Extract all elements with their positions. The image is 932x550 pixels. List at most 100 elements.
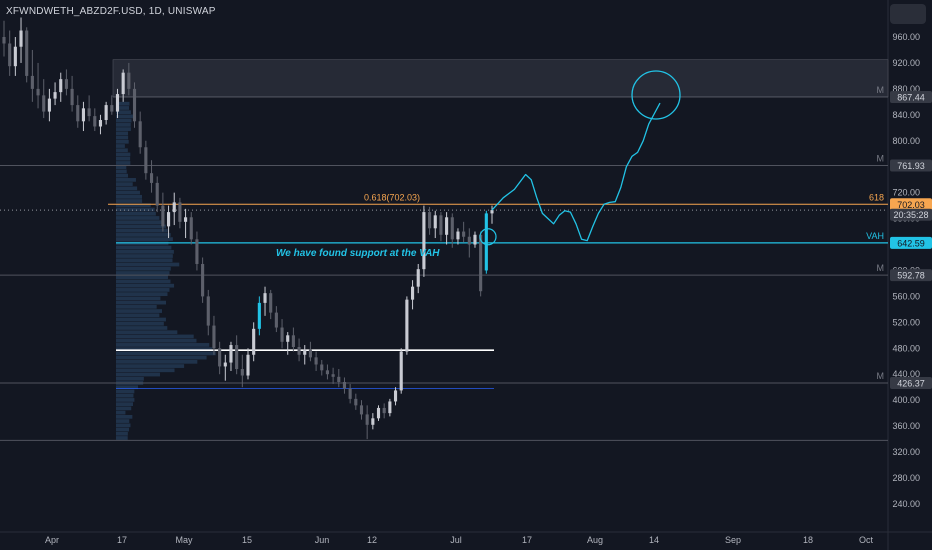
candle-body <box>332 374 335 377</box>
candle-body <box>280 328 283 342</box>
profile-bar <box>116 407 131 411</box>
profile-bar <box>116 115 133 119</box>
profile-bar <box>116 402 133 406</box>
profile-bar <box>116 436 128 440</box>
profile-bar <box>116 343 209 347</box>
candle-body <box>241 369 244 375</box>
price-tag-label: 761.93 <box>897 161 925 171</box>
profile-bar <box>116 258 173 262</box>
profile-bar <box>116 280 170 284</box>
candle-body <box>246 355 249 376</box>
profile-bar <box>116 157 130 161</box>
profile-bar <box>116 225 166 229</box>
candle-body <box>490 210 493 213</box>
vah-annotation: We have found support at the VAH <box>276 248 440 259</box>
x-tick-label: Oct <box>859 535 874 545</box>
profile-bar <box>116 309 162 313</box>
profile-bar <box>116 432 128 436</box>
level-label: M <box>877 153 885 163</box>
candle-body <box>343 382 346 388</box>
candle-body <box>422 212 425 269</box>
candle-body <box>354 399 357 405</box>
profile-bar <box>116 305 157 309</box>
profile-bar <box>116 271 170 275</box>
profile-bar <box>116 301 166 305</box>
candle-body <box>411 287 414 300</box>
candle-body <box>65 79 68 89</box>
profile-bar <box>116 423 130 427</box>
candle-body <box>462 232 465 237</box>
profile-bar <box>116 352 216 356</box>
candle-body <box>14 47 17 66</box>
candle-body <box>326 370 329 374</box>
candle-body <box>417 269 420 287</box>
candle-body <box>19 31 22 47</box>
y-tick-label: 480.00 <box>892 343 920 353</box>
candle-body <box>178 202 181 221</box>
candle-body <box>235 345 238 369</box>
profile-bar <box>116 377 144 381</box>
profile-bar <box>116 292 167 296</box>
candle-body <box>337 377 340 382</box>
profile-bar <box>116 368 175 372</box>
profile-bar <box>116 170 127 174</box>
candle-body <box>405 300 408 352</box>
y-tick-label: 280.00 <box>892 473 920 483</box>
profile-bar <box>116 119 132 123</box>
profile-bar <box>116 191 140 195</box>
candle-body <box>82 108 85 121</box>
profile-bar <box>116 284 174 288</box>
candle-body <box>371 418 374 424</box>
profile-bar <box>116 212 156 216</box>
profile-bar <box>116 148 128 152</box>
symbol-title[interactable]: XFWNDWETH_ABZD2F.USD, 1D, UNISWAP <box>6 6 216 17</box>
price-tag-label: 867.44 <box>897 93 925 103</box>
profile-bar <box>116 364 184 368</box>
profile-bar <box>116 360 197 364</box>
profile-bar <box>116 195 142 199</box>
candle-body <box>167 212 170 226</box>
candle-body <box>144 147 147 173</box>
price-tag-label: 20:35:28 <box>893 210 928 220</box>
y-tick-label: 920.00 <box>892 58 920 68</box>
profile-bar <box>116 246 171 250</box>
supply-zone <box>113 60 888 97</box>
level-label: VAH <box>866 231 884 241</box>
candle-body <box>303 350 306 355</box>
profile-bar <box>116 144 125 148</box>
fib-label: 0.618(702.03) <box>364 192 420 202</box>
candle-body <box>434 215 437 228</box>
candle-body <box>349 388 352 398</box>
candle-body <box>59 79 62 92</box>
x-tick-label: 17 <box>117 535 127 545</box>
y-tick-label: 720.00 <box>892 188 920 198</box>
candle-body <box>48 99 51 112</box>
level-label: M <box>877 263 885 273</box>
x-tick-label: Jun <box>315 535 330 545</box>
x-tick-label: Jul <box>450 535 462 545</box>
profile-bar <box>116 398 134 402</box>
profile-bar <box>116 136 128 140</box>
profile-bar <box>116 373 160 377</box>
candle-body <box>54 92 57 98</box>
candle-body <box>377 408 380 418</box>
top-right-button[interactable] <box>890 4 926 24</box>
x-tick-label: 14 <box>649 535 659 545</box>
candle-body <box>2 37 5 43</box>
candle-body <box>275 313 278 328</box>
level-label: M <box>877 85 885 95</box>
candle-body <box>156 183 159 206</box>
candle-body <box>150 173 153 183</box>
profile-bar <box>116 296 160 300</box>
supply-zone-rect <box>113 60 888 97</box>
candle-body <box>468 237 471 245</box>
profile-bar <box>116 182 133 186</box>
profile-bar <box>116 216 159 220</box>
profile-bar <box>116 390 134 394</box>
candle-body <box>36 89 39 95</box>
candle-body <box>388 401 391 413</box>
candle-body <box>320 364 323 370</box>
profile-bar <box>116 161 130 165</box>
profile-bar <box>116 330 177 334</box>
